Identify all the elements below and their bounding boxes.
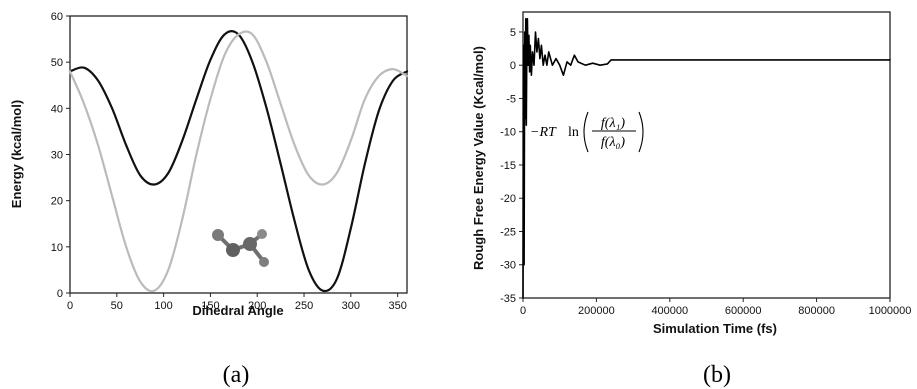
x-tick-label: 400000 [651, 305, 688, 317]
y-tick-label: -15 [500, 160, 516, 172]
panel-a-caption: (a) [223, 362, 250, 388]
x-tick-label: 350 [388, 300, 406, 312]
annotation-right-paren [638, 111, 644, 153]
annotation-func: ln [568, 125, 579, 140]
x-tick-label: 800000 [798, 305, 835, 317]
annotation-denominator: f(λ₀) [601, 135, 625, 150]
y-tick-label: -30 [500, 260, 516, 272]
y-tick-label: 30 [51, 150, 63, 162]
x-tick-label: 100 [154, 300, 172, 312]
y-tick-label: 60 [51, 11, 63, 23]
panel-a-y-axis-label: Energy (kcal/mol) [9, 100, 24, 208]
series-line-1 [522, 17, 891, 299]
y-tick-label: -35 [500, 293, 516, 305]
panel-b-plot-frame [522, 11, 891, 299]
y-tick-label: 10 [51, 242, 63, 254]
y-tick-label: 40 [51, 103, 63, 115]
panel-b-x-ticks: 0 200000 400000 600000 800000 1000000 [520, 298, 911, 317]
x-tick-label: 150 [201, 300, 219, 312]
annotation-prefix: −RT [530, 125, 557, 140]
x-tick-label: 250 [295, 300, 313, 312]
panel-b-series [522, 17, 891, 299]
panel-a-x-axis-label: Dihedral Angle [192, 303, 283, 318]
panel-b-x-axis-label: Simulation Time (fs) [653, 321, 777, 336]
y-tick-label: -10 [500, 127, 516, 139]
y-tick-label: -5 [506, 93, 516, 105]
y-tick-label: 5 [510, 27, 516, 39]
panel-b-y-ticks: 5 0 -5 -10 -15 -20 -25 -30 -35 [500, 27, 523, 305]
x-tick-label: 200000 [578, 305, 615, 317]
panel-a-series [68, 30, 409, 293]
panel-b-y-axis-label: Rough Free Energy Value (Kcal/mol) [471, 46, 486, 270]
annotation-left-paren [583, 111, 589, 153]
x-tick-label: 1000000 [869, 305, 912, 317]
y-tick-label: 50 [51, 57, 63, 69]
panel-b-caption: (b) [703, 362, 731, 388]
x-tick-label: 0 [67, 300, 73, 312]
y-tick-label: 0 [57, 288, 63, 300]
x-tick-label: 0 [520, 305, 526, 317]
x-tick-label: 300 [342, 300, 360, 312]
panel-b: 0 200000 400000 600000 800000 1000000 5 0 -5 -10… [471, 11, 911, 388]
y-tick-label: -20 [500, 193, 516, 205]
x-tick-label: 50 [111, 300, 123, 312]
panel-a-x-ticks: 0 50 100 150 200 250 300 350 [67, 293, 407, 312]
panel-b-annotation: −RT ln f(λ₁) f(λ₀) [530, 111, 644, 153]
y-tick-label: 0 [510, 60, 516, 72]
x-tick-label: 200 [248, 300, 266, 312]
molecule-icon [212, 229, 269, 267]
series-line-2 [68, 30, 409, 293]
annotation-numerator: f(λ₁) [601, 116, 625, 131]
panel-a: 0 50 100 150 200 250 300 350 0 10 20 30 40 50 60 Dihe… [9, 11, 409, 388]
y-tick-label: -25 [500, 226, 516, 238]
x-tick-label: 600000 [725, 305, 762, 317]
y-tick-label: 20 [51, 196, 63, 208]
panel-a-y-ticks: 0 10 20 30 40 50 60 [51, 11, 70, 300]
